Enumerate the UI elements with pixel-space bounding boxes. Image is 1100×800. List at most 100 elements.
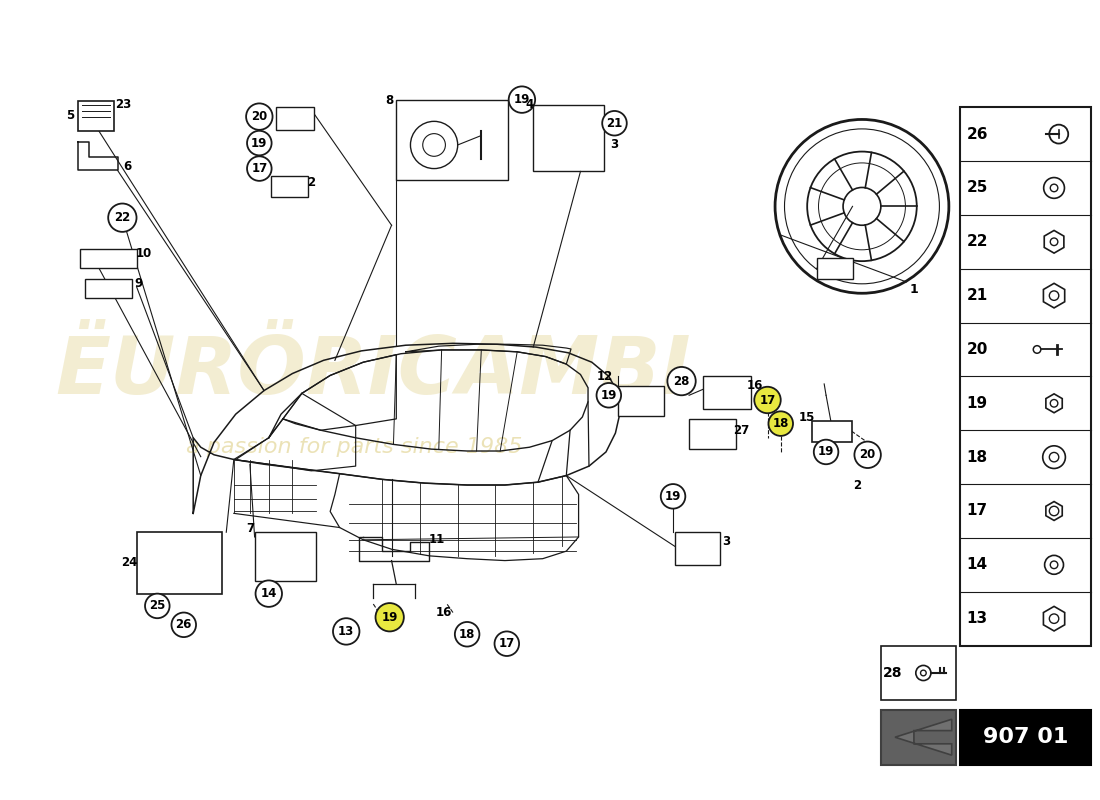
Bar xyxy=(534,106,604,171)
Circle shape xyxy=(422,134,446,156)
Text: 907 01: 907 01 xyxy=(982,727,1068,747)
Polygon shape xyxy=(1044,283,1065,308)
Circle shape xyxy=(602,111,627,135)
Text: 26: 26 xyxy=(176,618,191,631)
Polygon shape xyxy=(1044,606,1065,631)
Text: 25: 25 xyxy=(967,181,988,195)
Text: 14: 14 xyxy=(261,587,277,600)
Bar xyxy=(881,710,956,765)
Text: 19: 19 xyxy=(664,490,681,503)
Circle shape xyxy=(1049,614,1059,623)
Circle shape xyxy=(668,367,695,395)
Text: 17: 17 xyxy=(759,394,775,406)
Circle shape xyxy=(255,581,282,607)
Circle shape xyxy=(1050,399,1058,407)
Text: 8: 8 xyxy=(386,94,394,107)
Text: 5: 5 xyxy=(66,109,75,122)
Text: 16: 16 xyxy=(747,379,763,392)
Circle shape xyxy=(661,484,685,509)
Bar xyxy=(881,646,956,700)
Bar xyxy=(812,421,851,442)
Text: 22: 22 xyxy=(967,234,988,250)
Text: ËURÖRICAMBI: ËURÖRICAMBI xyxy=(55,333,691,410)
Text: 19: 19 xyxy=(601,389,617,402)
Text: 3: 3 xyxy=(722,535,730,548)
Bar xyxy=(276,107,315,130)
Text: 17: 17 xyxy=(967,503,988,518)
Bar xyxy=(689,419,736,449)
Polygon shape xyxy=(1046,394,1063,413)
Circle shape xyxy=(1043,446,1066,469)
Circle shape xyxy=(145,594,169,618)
Text: 21: 21 xyxy=(606,117,623,130)
Circle shape xyxy=(1049,125,1068,143)
Bar xyxy=(816,258,853,279)
Text: 19: 19 xyxy=(514,93,530,106)
Text: 23: 23 xyxy=(116,98,131,111)
Circle shape xyxy=(410,122,458,169)
Text: 9: 9 xyxy=(134,278,143,290)
Circle shape xyxy=(921,670,926,676)
Text: 19: 19 xyxy=(382,610,398,624)
Text: 19: 19 xyxy=(818,446,834,458)
Circle shape xyxy=(1049,291,1059,300)
Text: 6: 6 xyxy=(123,160,131,173)
Circle shape xyxy=(333,618,360,645)
Circle shape xyxy=(108,203,136,232)
Text: 13: 13 xyxy=(338,625,354,638)
Bar xyxy=(703,376,750,410)
Text: 21: 21 xyxy=(967,288,988,303)
Circle shape xyxy=(769,411,793,436)
Text: 4: 4 xyxy=(526,98,534,111)
Circle shape xyxy=(807,151,916,261)
Bar xyxy=(271,176,308,197)
Text: 12: 12 xyxy=(597,370,613,383)
Circle shape xyxy=(1050,561,1058,569)
Text: 15: 15 xyxy=(799,410,815,423)
Circle shape xyxy=(1050,238,1058,246)
Circle shape xyxy=(1033,346,1041,354)
Text: 2: 2 xyxy=(307,176,316,190)
Text: 26: 26 xyxy=(967,126,988,142)
Text: 17: 17 xyxy=(251,162,267,175)
Bar xyxy=(78,101,114,130)
Circle shape xyxy=(1044,178,1065,198)
Text: 11: 11 xyxy=(429,534,446,546)
Circle shape xyxy=(508,86,535,113)
Text: 24: 24 xyxy=(121,556,138,569)
Bar xyxy=(254,532,316,582)
Circle shape xyxy=(855,442,881,468)
Circle shape xyxy=(248,130,272,155)
Text: 14: 14 xyxy=(967,558,988,572)
Text: 17: 17 xyxy=(498,638,515,650)
Circle shape xyxy=(776,119,949,294)
Circle shape xyxy=(248,156,272,181)
Bar xyxy=(618,386,663,416)
Polygon shape xyxy=(895,719,952,755)
Circle shape xyxy=(814,440,838,464)
Text: 16: 16 xyxy=(436,606,452,619)
Text: 13: 13 xyxy=(967,611,988,626)
Text: 28: 28 xyxy=(882,666,902,680)
Bar xyxy=(80,249,136,268)
Text: 18: 18 xyxy=(459,628,475,641)
Text: 22: 22 xyxy=(114,211,131,224)
Bar xyxy=(396,100,508,180)
Circle shape xyxy=(1049,506,1059,516)
Bar xyxy=(675,532,720,566)
Bar xyxy=(960,107,1090,646)
Circle shape xyxy=(843,187,881,226)
Polygon shape xyxy=(1046,502,1063,521)
Text: 25: 25 xyxy=(150,599,165,613)
Text: 7: 7 xyxy=(245,522,254,535)
Bar xyxy=(960,710,1090,765)
Bar xyxy=(85,279,132,298)
Circle shape xyxy=(495,631,519,656)
Text: 2: 2 xyxy=(854,478,861,491)
Circle shape xyxy=(596,383,622,407)
Bar xyxy=(136,532,221,594)
Text: 20: 20 xyxy=(251,110,267,123)
Circle shape xyxy=(755,386,781,414)
Circle shape xyxy=(784,129,939,284)
Circle shape xyxy=(455,622,480,646)
